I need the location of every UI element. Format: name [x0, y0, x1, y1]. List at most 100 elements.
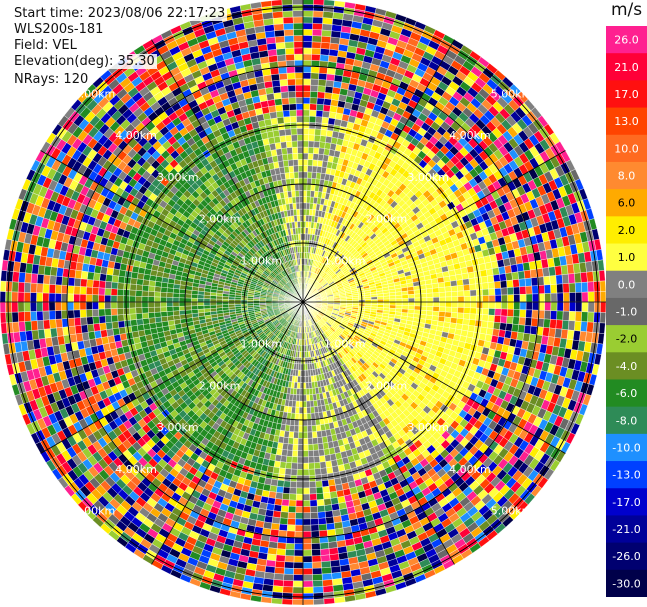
velocity-gate [555, 319, 563, 330]
velocity-gate [519, 294, 527, 303]
velocity-gate [494, 294, 502, 303]
velocity-gate [507, 294, 514, 303]
velocity-gate [469, 283, 477, 291]
velocity-gate [482, 288, 490, 296]
velocity-gate [389, 301, 397, 306]
velocity-gate [530, 277, 539, 287]
velocity-gate [302, 469, 310, 476]
velocity-gate [290, 468, 298, 476]
velocity-gate [307, 431, 313, 439]
velocity-gate [300, 376, 304, 383]
velocity-gate [305, 369, 309, 377]
velocity-gate [310, 512, 319, 520]
velocity-gate [549, 319, 557, 329]
velocity-gate [279, 517, 289, 525]
velocity-gate [439, 296, 446, 303]
velocity-gate [278, 467, 286, 475]
velocity-gate [463, 301, 471, 308]
velocity-gate [322, 110, 330, 118]
velocity-gate [326, 73, 336, 82]
velocity-gate [437, 276, 445, 284]
velocity-gate [312, 437, 319, 445]
velocity-gate [597, 332, 605, 345]
velocity-gate [292, 593, 304, 600]
velocity-gate [457, 307, 465, 314]
velocity-gate [315, 424, 322, 432]
velocity-gate [308, 146, 314, 154]
velocity-gate [414, 293, 421, 299]
velocity-gate [298, 431, 304, 439]
velocity-gate [320, 42, 331, 50]
velocity-gate [306, 419, 312, 427]
velocity-gate [401, 290, 409, 296]
velocity-gate [562, 310, 570, 321]
velocity-gate [506, 287, 514, 296]
velocity-gate [450, 285, 458, 292]
velocity-gate [568, 282, 576, 293]
velocity-gate [370, 296, 378, 300]
velocity-gate [327, 478, 336, 487]
velocity-gate [309, 394, 314, 402]
velocity-gate [469, 289, 477, 297]
velocity-gate [302, 153, 309, 160]
velocity-gate [317, 79, 327, 87]
velocity-gate [317, 517, 327, 525]
velocity-gate [512, 316, 520, 325]
velocity-gate [313, 147, 320, 155]
velocity-gate [457, 312, 464, 319]
velocity-gate [333, 596, 346, 604]
velocity-gate [325, 516, 335, 525]
velocity-gate [574, 272, 582, 284]
velocity-gate [302, 146, 309, 154]
velocity-gate [313, 0, 325, 6]
velocity-gate [322, 17, 333, 25]
velocity-gate [302, 444, 309, 451]
velocity-gate [467, 325, 476, 333]
velocity-gate [513, 301, 521, 310]
velocity-gate [581, 301, 589, 313]
velocity-gate [574, 282, 582, 293]
velocity-gate [302, 586, 314, 594]
velocity-gate [525, 309, 533, 319]
velocity-gate [457, 301, 465, 308]
velocity-gate [580, 321, 588, 332]
velocity-gate [505, 323, 513, 332]
velocity-gate [305, 208, 310, 216]
velocity-gate [321, 29, 332, 38]
velocity-gate [312, 443, 319, 451]
velocity-gate [401, 294, 409, 299]
velocity-gate [305, 376, 309, 383]
velocity-gate [312, 580, 324, 588]
velocity-gate [291, 456, 298, 464]
velocity-gate [493, 321, 501, 330]
velocity-gate [309, 499, 318, 507]
velocity-gate [302, 456, 309, 464]
velocity-gate [420, 288, 427, 294]
velocity-gate [563, 292, 570, 303]
velocity-gate [488, 308, 496, 316]
velocity-gate [309, 487, 317, 495]
velocity-gate [284, 555, 295, 563]
velocity-gate [289, 425, 295, 433]
velocity-gate [307, 171, 313, 179]
velocity-gate [312, 23, 323, 31]
velocity-gate [313, 456, 320, 463]
velocity-gate [470, 301, 477, 309]
velocity-gate [319, 141, 326, 149]
velocity-gate [494, 301, 502, 310]
velocity-gate [586, 271, 594, 283]
velocity-gate [302, 506, 311, 513]
velocity-gate [457, 290, 465, 297]
velocity-gate [569, 292, 576, 303]
velocity-gate [597, 259, 605, 272]
velocity-gate [320, 548, 330, 556]
velocity-gate [302, 97, 311, 104]
velocity-gate [302, 413, 308, 420]
velocity-gate [532, 301, 539, 311]
velocity-gate [568, 311, 576, 322]
velocity-gate [305, 388, 310, 396]
velocity-gate [282, 486, 291, 494]
velocity-gate [306, 190, 311, 198]
velocity-gate [325, 79, 335, 88]
velocity-gate [542, 327, 550, 337]
